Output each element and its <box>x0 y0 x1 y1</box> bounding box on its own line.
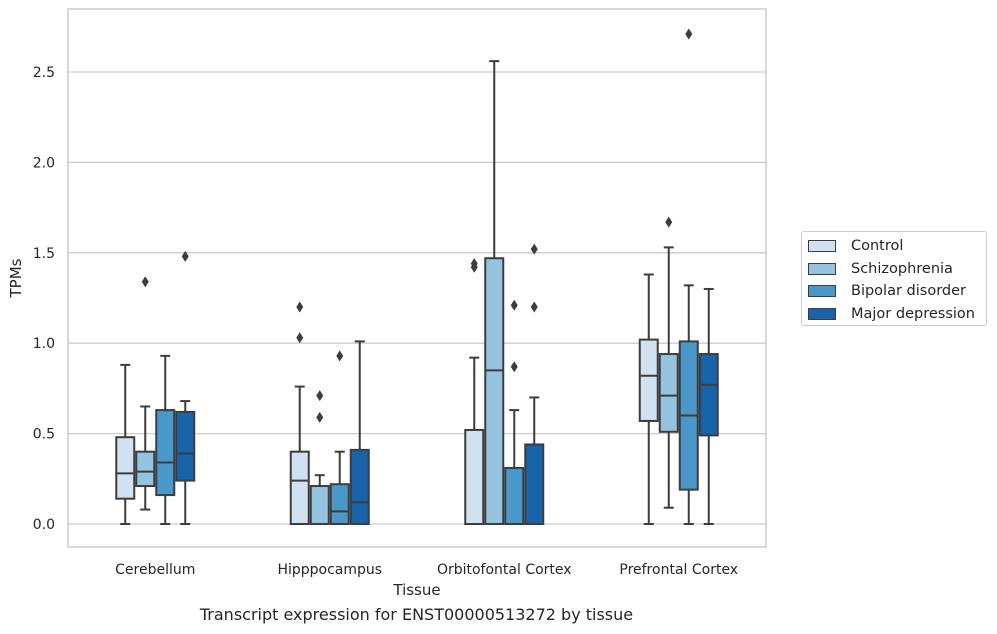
box-control <box>464 258 485 526</box>
y-tick-labels: 0.0 0.5 1.0 1.5 2.0 2.5 <box>33 65 55 533</box>
x-tick-label: Hipppocampus <box>277 562 382 578</box>
box-major-depression <box>349 340 370 526</box>
outlier-point <box>665 216 673 228</box>
box-schizophrenia <box>309 390 330 526</box>
box-control <box>638 273 659 525</box>
outlier-point <box>296 332 304 344</box>
x-tick-label: Cerebellum <box>115 562 195 578</box>
y-tick-label: 2.5 <box>33 65 55 81</box>
x-tick-label: Prefrontal Cortex <box>619 562 738 578</box>
legend-item: Schizophrenia <box>808 259 953 279</box>
outlier-point <box>530 243 538 255</box>
outlier-point <box>316 390 324 402</box>
y-axis-label: TPMs <box>7 258 25 298</box>
outlier-point <box>336 350 344 362</box>
outlier-point <box>316 411 324 423</box>
box-control <box>289 301 310 525</box>
box-iqr <box>524 443 545 525</box>
box-bipolar-disorder <box>678 28 699 525</box>
legend-item: Control <box>808 236 903 256</box>
box-major-depression <box>698 287 719 525</box>
outlier-point <box>296 301 304 313</box>
box-iqr <box>464 428 485 526</box>
outlier-point <box>510 299 518 311</box>
box-iqr <box>175 410 196 482</box>
box-iqr <box>309 485 330 526</box>
y-tick-label: 1.0 <box>33 336 55 352</box>
legend-label: Control <box>851 238 904 254</box>
box-major-depression <box>175 250 196 525</box>
outlier-point <box>685 28 693 40</box>
box-schizophrenia <box>135 276 156 511</box>
box-schizophrenia <box>658 216 679 509</box>
box-bipolar-disorder <box>155 354 176 525</box>
x-tick-labels: Cerebellum Hipppocampus Orbitofontal Corte… <box>115 562 738 578</box>
legend-swatch <box>808 262 836 275</box>
box-iqr <box>698 353 719 437</box>
box-iqr <box>484 257 505 525</box>
legend-label: Bipolar disorder <box>851 283 966 299</box>
box-iqr <box>135 450 156 488</box>
outlier-point <box>530 301 538 313</box>
box-bipolar-disorder <box>329 350 350 525</box>
box-iqr <box>638 338 659 422</box>
x-axis-label: Tissue <box>392 581 440 599</box>
box-control <box>115 363 136 525</box>
box-iqr <box>349 448 370 526</box>
legend-label: Schizophrenia <box>851 260 953 277</box>
box-bipolar-disorder <box>504 299 525 525</box>
x-tick-label: Orbitofontal Cortex <box>437 562 572 578</box>
figure-caption: Transcript expression for ENST0000051327… <box>199 605 634 624</box>
outlier-point <box>470 258 478 270</box>
outlier-point <box>181 250 189 262</box>
box-schizophrenia <box>484 60 505 525</box>
y-tick-label: 0.5 <box>33 427 55 443</box>
outlier-point <box>141 276 149 288</box>
box-iqr <box>155 409 176 497</box>
legend-swatch <box>808 285 836 297</box>
box-iqr <box>115 436 136 500</box>
box-iqr <box>329 483 350 525</box>
legend-swatch <box>808 240 836 252</box>
legend-item: Major depression <box>808 304 975 324</box>
legend-swatch <box>808 307 836 320</box>
y-tick-label: 1.5 <box>33 246 55 262</box>
legend: Control Schizophrenia Bipolar disorder Majo… <box>801 231 987 326</box>
plot-area-frame <box>67 8 767 548</box>
legend-item: Bipolar disorder <box>808 281 966 301</box>
box-iqr <box>658 353 679 433</box>
box-iqr <box>289 450 310 525</box>
box-major-depression <box>524 243 545 525</box>
legend-label: Major depression <box>851 305 975 322</box>
box-iqr <box>504 466 525 525</box>
outlier-point <box>510 361 518 373</box>
boxes <box>115 28 719 526</box>
y-tick-label: 2.0 <box>33 155 55 171</box>
y-tick-label: 0.0 <box>33 517 55 533</box>
